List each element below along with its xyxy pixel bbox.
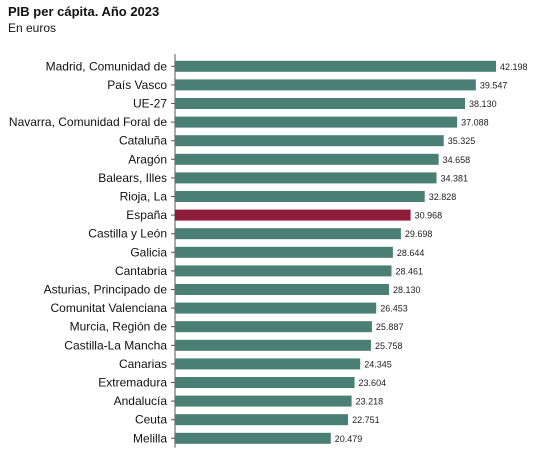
value-label: 23.604	[359, 378, 387, 388]
value-label: 20.479	[335, 434, 363, 444]
category-label: Canarias	[119, 357, 167, 371]
category-label: Melilla	[133, 431, 167, 445]
chart-title: PIB per cápita. Año 2023	[8, 4, 160, 19]
bar	[175, 358, 361, 370]
value-label: 39.547	[480, 80, 508, 90]
bar	[175, 79, 476, 91]
category-label: País Vasco	[107, 78, 167, 92]
category-label: Asturias, Principado de	[44, 283, 168, 297]
category-label: Cataluña	[119, 134, 167, 148]
category-label: Castilla y León	[88, 227, 167, 241]
bar	[175, 116, 458, 128]
bar	[175, 265, 392, 277]
bar	[175, 246, 393, 258]
value-label: 28.130	[393, 285, 421, 295]
bar	[175, 321, 372, 333]
bars-layer: Madrid, Comunidad de 42.198 País Vasco 39.5…	[9, 54, 528, 448]
category-label: Castilla-La Mancha	[64, 338, 167, 352]
category-label: España	[126, 208, 167, 222]
value-label: 29.698	[405, 229, 433, 239]
category-label: Extremadura	[98, 376, 167, 390]
bar	[175, 172, 437, 184]
bar	[175, 377, 355, 388]
bar	[175, 339, 371, 351]
value-label: 25.758	[375, 341, 403, 351]
value-label: 35.325	[448, 136, 476, 146]
chart-subtitle: En euros	[8, 21, 57, 35]
value-label: 34.658	[443, 155, 471, 165]
bar	[175, 302, 377, 314]
category-label: Cantabria	[115, 264, 167, 278]
value-label: 26.453	[380, 304, 408, 314]
value-label: 28.461	[396, 266, 424, 276]
value-label: 42.198	[500, 62, 528, 72]
category-label: Murcia, Región de	[70, 320, 168, 334]
bar	[175, 414, 349, 426]
bar	[175, 209, 411, 221]
value-label: 24.345	[364, 359, 392, 369]
bar	[175, 432, 331, 444]
bar	[175, 395, 352, 407]
bar	[175, 284, 389, 295]
value-label: 30.968	[415, 211, 443, 221]
category-label: UE-27	[133, 97, 167, 111]
bar	[175, 191, 425, 202]
bar	[175, 60, 496, 72]
category-label: Madrid, Comunidad de	[46, 59, 168, 73]
value-label: 38.130	[469, 99, 497, 109]
category-label: Balears, Illes	[98, 171, 167, 185]
value-label: 22.751	[352, 415, 380, 425]
category-label: Comunitat Valenciana	[50, 301, 167, 315]
category-label: Navarra, Comunidad Foral de	[9, 115, 167, 129]
category-label: Andalucía	[114, 394, 168, 408]
category-label: Ceuta	[135, 413, 167, 427]
value-label: 25.887	[376, 322, 404, 332]
category-label: Aragón	[128, 152, 167, 166]
bar	[175, 135, 444, 147]
value-label: 34.381	[441, 173, 469, 183]
bar	[175, 153, 439, 165]
value-label: 37.088	[461, 118, 489, 128]
value-label: 32.828	[429, 192, 457, 202]
value-label: 23.218	[356, 397, 384, 407]
bar	[175, 228, 401, 240]
category-label: Galicia	[130, 245, 167, 259]
value-label: 28.644	[397, 248, 425, 258]
category-label: Rioja, La	[120, 190, 168, 204]
bar	[175, 98, 466, 109]
